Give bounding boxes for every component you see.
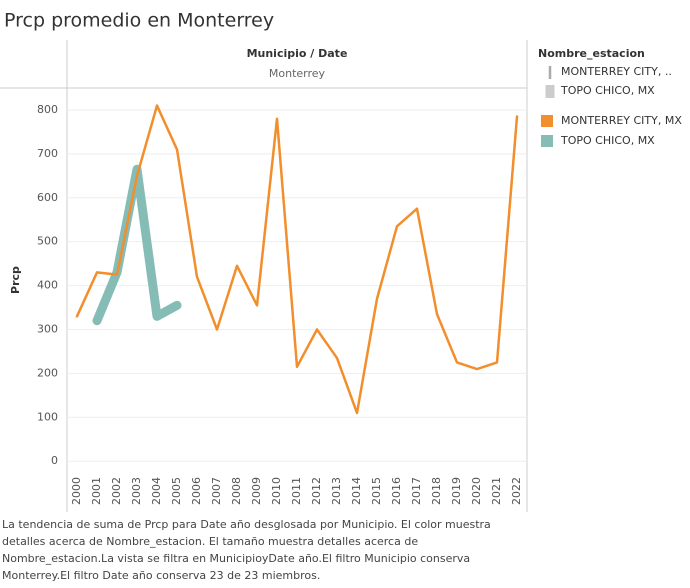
x-tick-label: 2017: [410, 477, 423, 505]
legend-label: MONTERREY CITY, ..: [561, 65, 672, 78]
x-tick-label: 2008: [230, 477, 243, 505]
x-tick-label: 2002: [110, 477, 123, 505]
panel-label: Monterrey: [269, 67, 326, 80]
legend-swatch: [541, 135, 553, 147]
legend-swatch: [541, 115, 553, 127]
size-swatch: [545, 85, 555, 98]
y-tick-label: 400: [37, 279, 58, 292]
line: [75, 104, 519, 415]
x-tick-label: 2005: [170, 477, 183, 505]
y-tick-label: 700: [37, 147, 58, 160]
x-tick-label: 2006: [190, 477, 203, 505]
caption-line: La tendencia de suma de Prcp para Date a…: [2, 518, 491, 531]
x-tick-label: 2020: [470, 477, 483, 505]
x-tick-label: 2001: [90, 477, 103, 505]
y-tick-label: 600: [37, 191, 58, 204]
legend-label: TOPO CHICO, MX: [560, 134, 655, 147]
legend-label: TOPO CHICO, MX: [560, 84, 655, 97]
chart-title: Prcp promedio en Monterrey: [4, 10, 274, 32]
caption-line: Nombre_estacion.La vista se filtra en Mu…: [2, 552, 470, 565]
size-swatch: [548, 66, 552, 79]
x-tick-label: 2019: [450, 477, 463, 505]
caption-line: detalles acerca de Nombre_estacion. El t…: [2, 535, 418, 548]
x-tick-label: 2013: [330, 477, 343, 505]
y-tick-label: 200: [37, 366, 58, 379]
x-tick-label: 2000: [70, 477, 83, 505]
x-tick-label: 2018: [430, 477, 443, 505]
line: [92, 164, 182, 326]
x-tick-label: 2010: [270, 477, 283, 505]
legend-title: Nombre_estacion: [538, 47, 645, 60]
x-tick-label: 2016: [390, 477, 403, 505]
caption-line: Monterrey.El filtro Date año conserva 23…: [2, 569, 320, 582]
caption: La tendencia de suma de Prcp para Date a…: [2, 518, 491, 582]
x-tick-label: 2021: [490, 477, 503, 505]
x-tick-label: 2022: [510, 477, 523, 505]
y-tick-label: 300: [37, 322, 58, 335]
x-tick-label: 2007: [210, 477, 223, 505]
y-tick-label: 100: [37, 410, 58, 423]
y-axis-label: Prcp: [9, 266, 22, 294]
x-tick-label: 2012: [310, 477, 323, 505]
x-tick-label: 2014: [350, 477, 363, 505]
x-tick-label: 2004: [150, 477, 163, 505]
header: Municipio / Date: [247, 47, 348, 60]
y-tick-label: 0: [51, 454, 58, 467]
x-tick-label: 2009: [250, 477, 263, 505]
x-tick-label: 2003: [130, 477, 143, 505]
legend-label: MONTERREY CITY, MX: [561, 114, 682, 127]
y-tick-label: 500: [37, 235, 58, 248]
x-tick-label: 2011: [290, 477, 303, 505]
y-tick-label: 800: [37, 103, 58, 116]
x-tick-label: 2015: [370, 477, 383, 505]
